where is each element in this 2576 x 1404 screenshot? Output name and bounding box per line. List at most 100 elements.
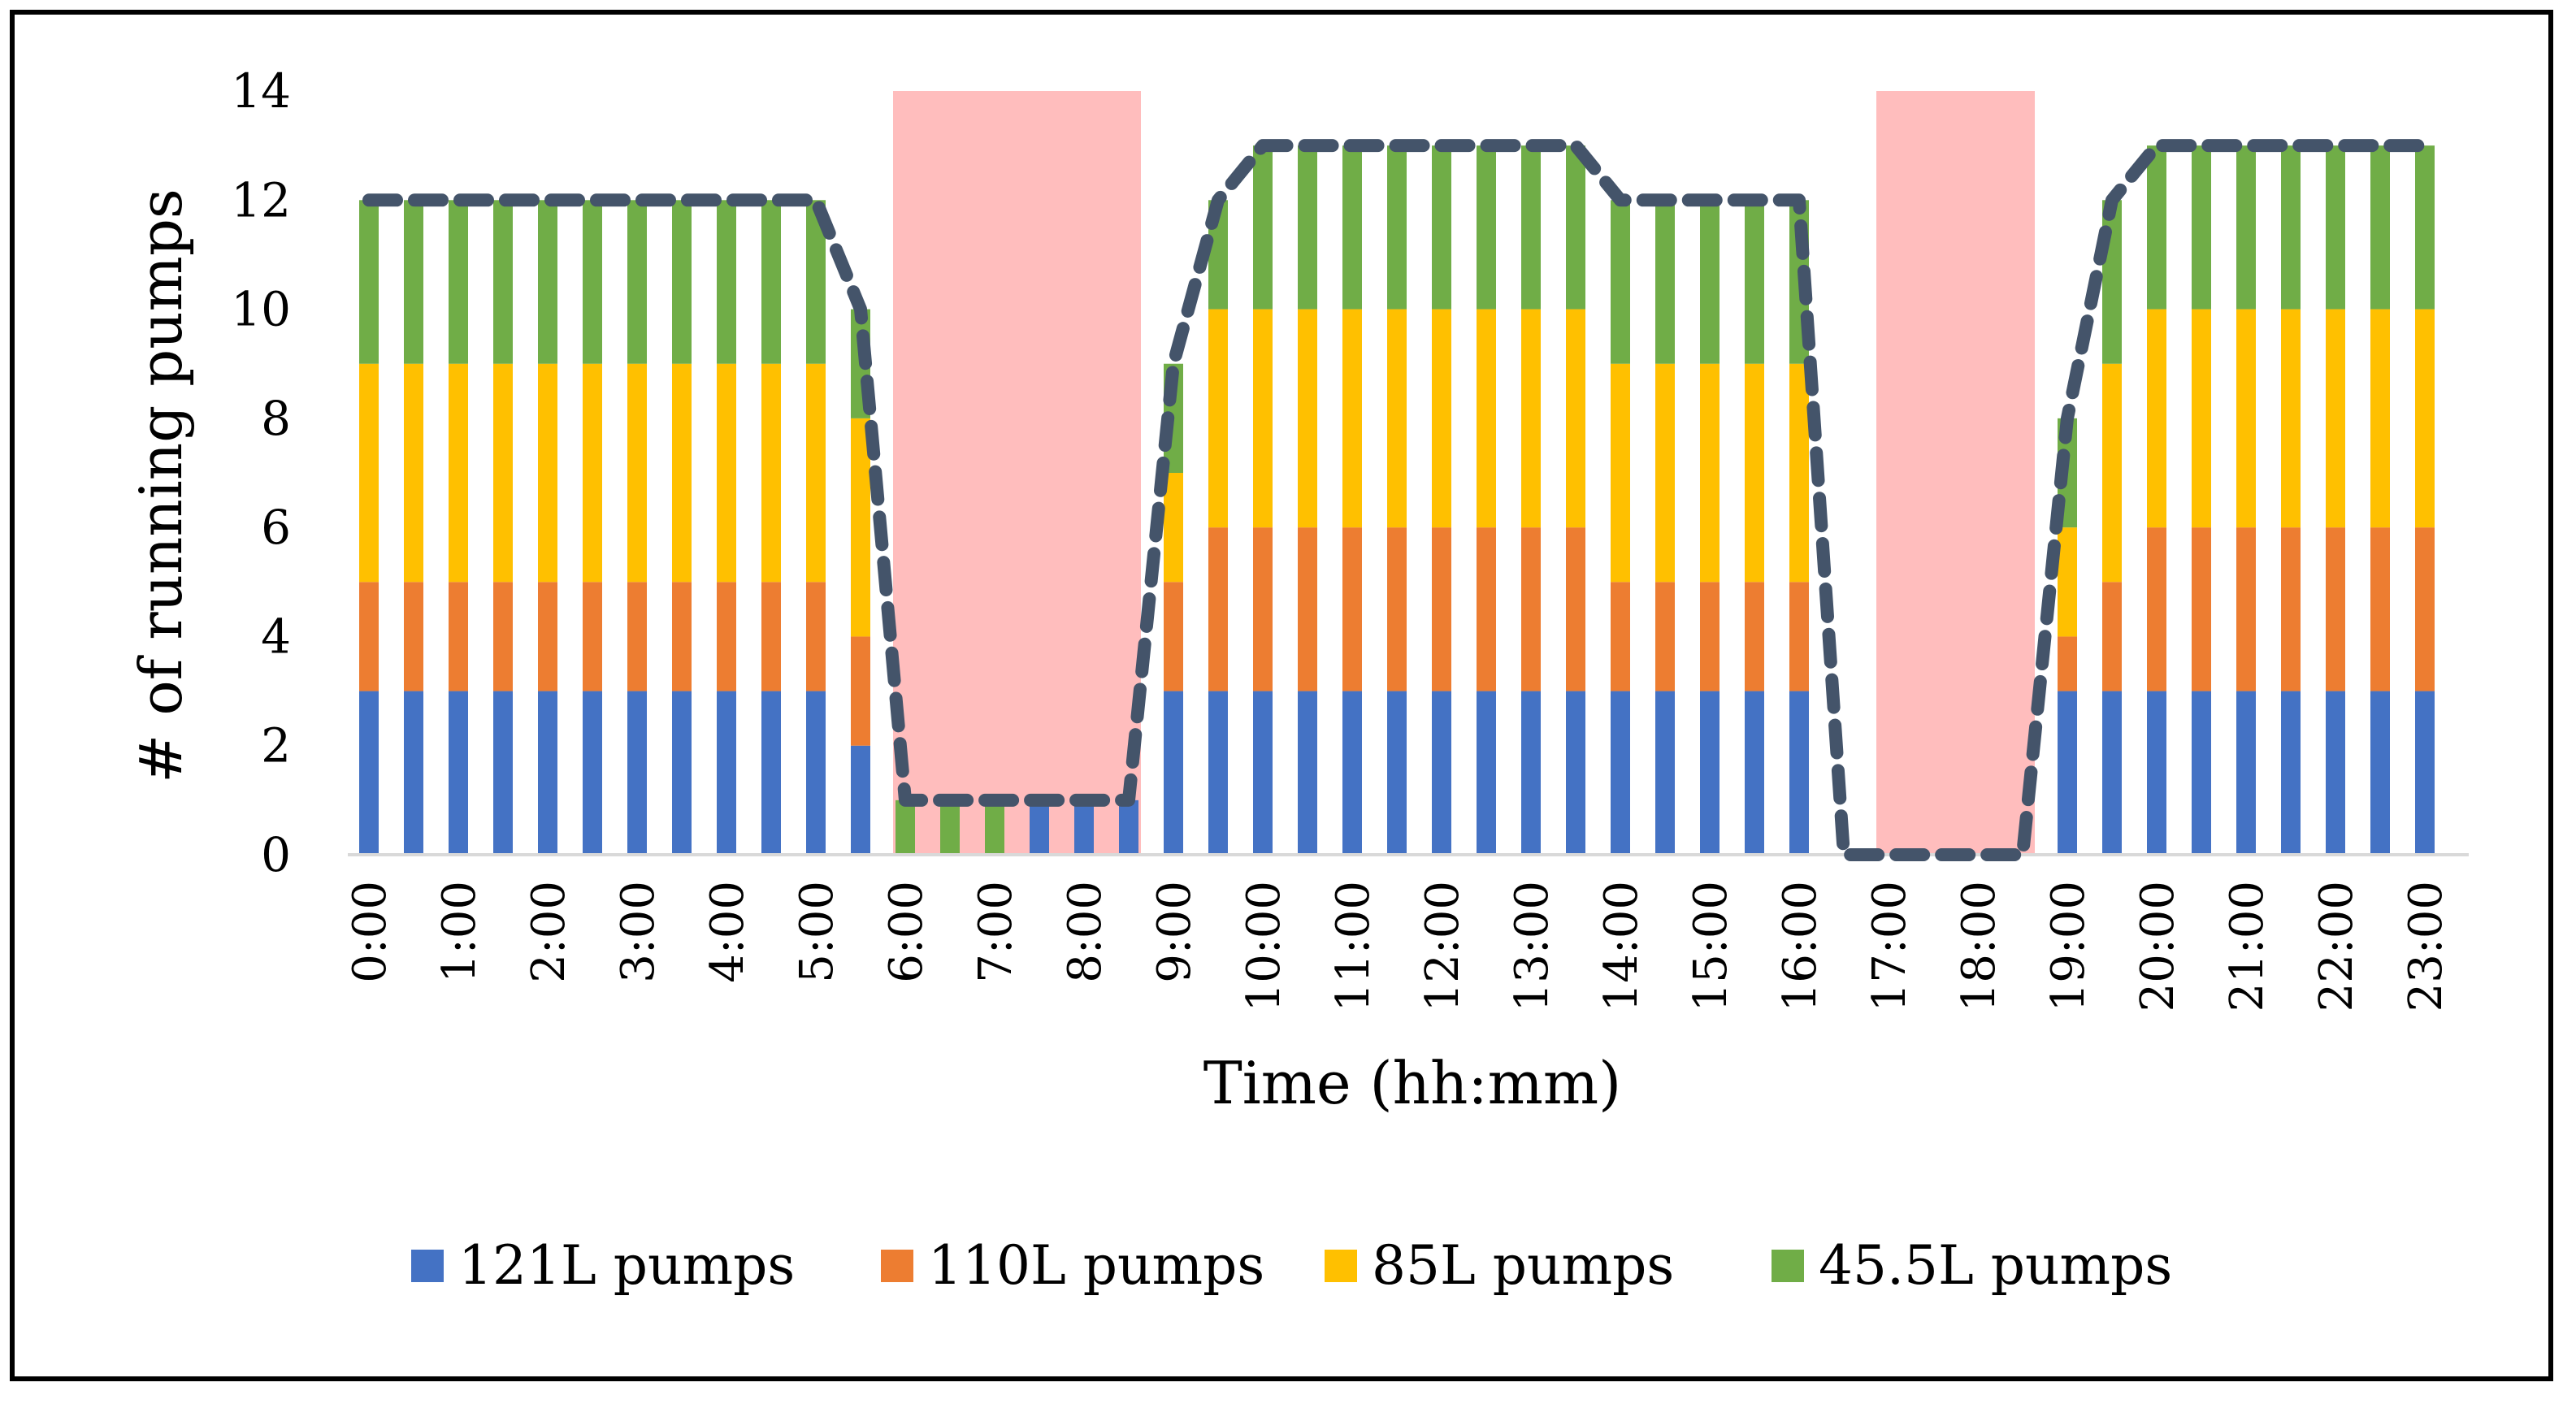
y-axis-title: # of running pumps bbox=[127, 188, 195, 783]
bar-segment-45-5l-pumps bbox=[1342, 145, 1362, 310]
y-tick-label: 8 bbox=[261, 391, 291, 446]
bar-segment-110l-pumps bbox=[404, 582, 423, 691]
bar-segment-85l-pumps bbox=[717, 363, 736, 583]
bar-segment-85l-pumps bbox=[2102, 363, 2122, 583]
bar-segment-110l-pumps bbox=[2192, 527, 2211, 691]
bar-segment-45-5l-pumps bbox=[2236, 145, 2256, 310]
x-tick-label: 3:00 bbox=[612, 881, 665, 983]
bar-segment-121l-pumps bbox=[2415, 691, 2435, 855]
bar-segment-121l-pumps bbox=[1566, 691, 1585, 855]
bar-segment-121l-pumps bbox=[1030, 800, 1049, 855]
bar-segment-121l-pumps bbox=[1298, 691, 1317, 855]
bar-segment-121l-pumps bbox=[2370, 691, 2390, 855]
bar-segment-110l-pumps bbox=[538, 582, 557, 691]
bar-segment-110l-pumps bbox=[1432, 527, 1451, 691]
bar-segment-85l-pumps bbox=[1208, 309, 1228, 528]
bar-segment-45-5l-pumps bbox=[672, 200, 692, 364]
bar-segment-45-5l-pumps bbox=[1477, 145, 1496, 310]
bar-segment-85l-pumps bbox=[583, 363, 602, 583]
total-running-pumps-line bbox=[362, 139, 2431, 861]
bar-segment-110l-pumps bbox=[1789, 582, 1809, 691]
bar-segment-45-5l-pumps bbox=[940, 800, 960, 855]
bar-segment-85l-pumps bbox=[2058, 527, 2077, 637]
bar-segment-45-5l-pumps bbox=[1521, 145, 1541, 310]
bar-segment-121l-pumps bbox=[1789, 691, 1809, 855]
bar-segment-45-5l-pumps bbox=[404, 200, 423, 364]
bar-segment-85l-pumps bbox=[2236, 309, 2256, 528]
legend: 121L pumps 110L pumps 85L pumps 45.5L pumps bbox=[411, 1234, 2172, 1297]
bar-segment-110l-pumps bbox=[2415, 527, 2435, 691]
x-tick-label: 2:00 bbox=[523, 881, 575, 983]
bar-segment-85l-pumps bbox=[1342, 309, 1362, 528]
bar-segment-121l-pumps bbox=[538, 691, 557, 855]
bar-segment-121l-pumps bbox=[1700, 691, 1720, 855]
bar-segment-85l-pumps bbox=[2415, 309, 2435, 528]
legend-label: 85L pumps bbox=[1372, 1234, 1674, 1297]
bar-segment-110l-pumps bbox=[672, 582, 692, 691]
bar-segment-45-5l-pumps bbox=[2147, 145, 2166, 310]
bar-segment-45-5l-pumps bbox=[1566, 145, 1585, 310]
legend-swatch bbox=[881, 1250, 913, 1282]
x-tick-label: 8:00 bbox=[1059, 881, 1112, 983]
legend-swatch bbox=[1325, 1250, 1357, 1282]
bar-segment-85l-pumps bbox=[2326, 309, 2345, 528]
bar-segment-85l-pumps bbox=[2192, 309, 2211, 528]
bar-segment-110l-pumps bbox=[1477, 527, 1496, 691]
bar-segment-110l-pumps bbox=[2326, 527, 2345, 691]
x-tick-label: 15:00 bbox=[1685, 881, 1737, 1012]
bar-segment-85l-pumps bbox=[1477, 309, 1496, 528]
shaded-periods bbox=[893, 91, 2035, 855]
bar-segment-110l-pumps bbox=[1298, 527, 1317, 691]
x-tick-label: 4:00 bbox=[701, 881, 754, 983]
bar-segment-85l-pumps bbox=[1298, 309, 1317, 528]
legend-item: 121L pumps bbox=[411, 1234, 795, 1297]
bar-segment-110l-pumps bbox=[1521, 527, 1541, 691]
bar-segment-85l-pumps bbox=[404, 363, 423, 583]
bar-segment-110l-pumps bbox=[2370, 527, 2390, 691]
bar-segment-45-5l-pumps bbox=[1745, 200, 1764, 364]
legend-swatch bbox=[411, 1250, 444, 1282]
x-tick-label: 7:00 bbox=[969, 881, 1022, 983]
bar-segment-121l-pumps bbox=[2236, 691, 2256, 855]
bar-segment-45-5l-pumps bbox=[1432, 145, 1451, 310]
bar-segment-45-5l-pumps bbox=[1655, 200, 1675, 364]
bar-segment-110l-pumps bbox=[761, 582, 781, 691]
bar-segment-110l-pumps bbox=[449, 582, 468, 691]
bar-segment-121l-pumps bbox=[1074, 800, 1094, 855]
bar-segment-110l-pumps bbox=[1253, 527, 1273, 691]
bar-segment-45-5l-pumps bbox=[761, 200, 781, 364]
bar-segment-45-5l-pumps bbox=[538, 200, 557, 364]
bar-segment-85l-pumps bbox=[1432, 309, 1451, 528]
bar-segment-45-5l-pumps bbox=[1253, 145, 1273, 310]
y-tick-label: 10 bbox=[231, 282, 291, 337]
bar-segment-121l-pumps bbox=[404, 691, 423, 855]
x-tick-label: 11:00 bbox=[1327, 881, 1380, 1012]
bar-segment-121l-pumps bbox=[449, 691, 468, 855]
bar-segment-85l-pumps bbox=[1387, 309, 1407, 528]
bar-segment-110l-pumps bbox=[717, 582, 736, 691]
shaded-period-evening-window bbox=[1876, 91, 2035, 855]
bar-segment-85l-pumps bbox=[359, 363, 379, 583]
y-tick-label: 6 bbox=[261, 500, 291, 555]
bar-segment-121l-pumps bbox=[806, 691, 826, 855]
y-tick-label: 4 bbox=[261, 609, 291, 664]
y-tick-label: 2 bbox=[261, 718, 291, 774]
bar-segment-85l-pumps bbox=[672, 363, 692, 583]
bar-segment-121l-pumps bbox=[1611, 691, 1630, 855]
x-tick-label: 22:00 bbox=[2310, 881, 2363, 1012]
bar-segment-121l-pumps bbox=[1253, 691, 1273, 855]
y-tick-label: 12 bbox=[231, 172, 291, 228]
bar-segment-45-5l-pumps bbox=[493, 200, 513, 364]
pump-schedule-chart: 0 2 4 6 8 10 12 14 0:00 1:00 2:00 3:00 4:00 5:00 6:00… bbox=[127, 63, 2469, 1297]
legend-swatch bbox=[1772, 1250, 1804, 1282]
stacked-bars bbox=[359, 145, 2435, 855]
x-tick-label: 17:00 bbox=[1863, 881, 1916, 1012]
bar-segment-85l-pumps bbox=[1611, 363, 1630, 583]
bar-segment-110l-pumps bbox=[1342, 527, 1362, 691]
bar-segment-110l-pumps bbox=[1387, 527, 1407, 691]
bar-segment-121l-pumps bbox=[583, 691, 602, 855]
x-tick-label: 5:00 bbox=[791, 881, 843, 983]
bar-segment-121l-pumps bbox=[359, 691, 379, 855]
bar-segment-121l-pumps bbox=[1342, 691, 1362, 855]
x-tick-label: 18:00 bbox=[1953, 881, 2006, 1012]
